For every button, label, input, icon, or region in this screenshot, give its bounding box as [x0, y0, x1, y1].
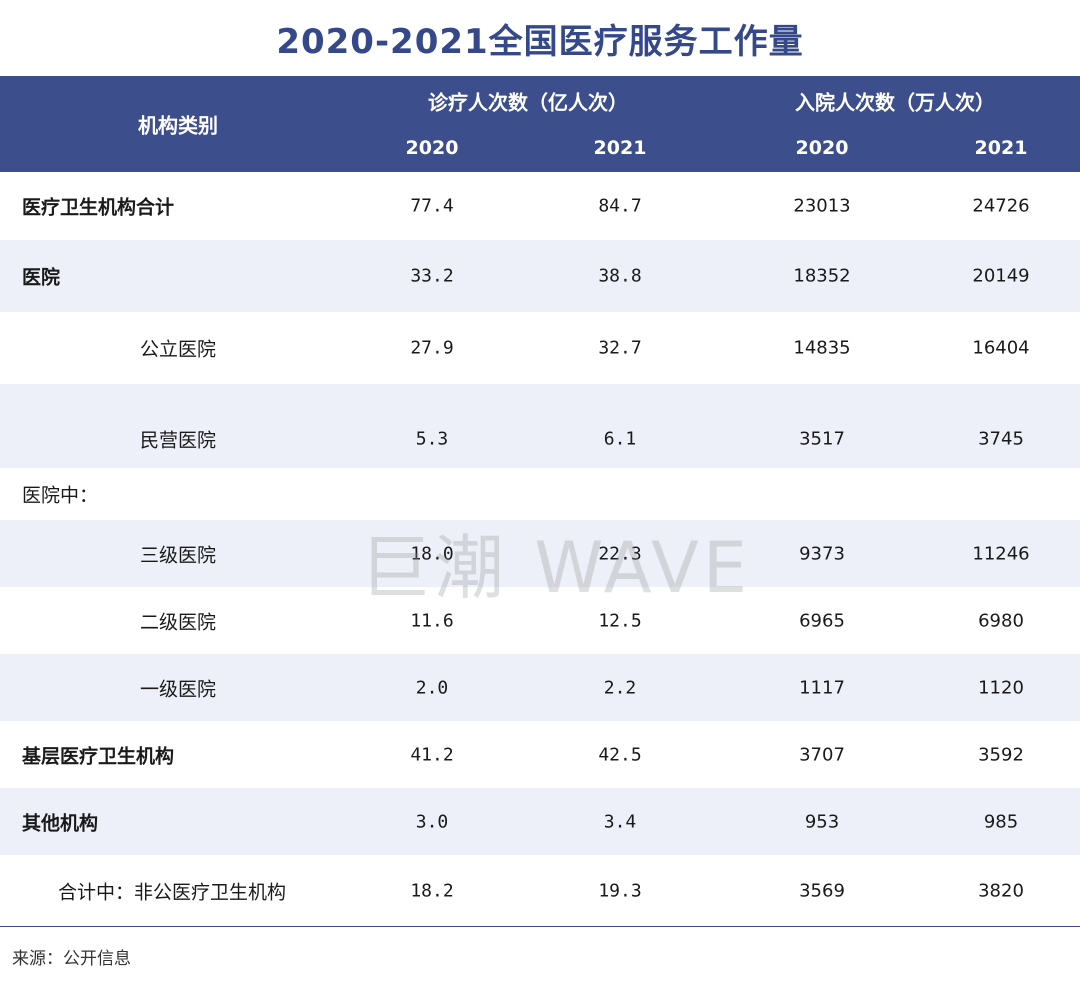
visits-value: 27.9: [410, 337, 454, 359]
visits-value: 32.7: [598, 337, 642, 359]
admissions-value: 3707: [799, 744, 845, 765]
table-row: 合计中：非公医疗卫生机构 18.2 19.3 3569 3820: [0, 855, 1080, 927]
admissions-value: 18352: [793, 265, 851, 287]
table-row: 医院 33.2 38.8 18352 20149: [0, 240, 1080, 312]
admissions-value: 16404: [972, 337, 1030, 359]
visits-value: 22.3: [598, 543, 642, 564]
admissions-value: 24726: [972, 195, 1030, 217]
admissions-value: 3745: [978, 428, 1024, 450]
visits-value: 18.2: [410, 880, 454, 902]
visits-value: 42.5: [598, 744, 642, 765]
admissions-value: 6980: [978, 610, 1024, 631]
visits-value: 6.1: [603, 428, 637, 450]
page-title: 2020-2021全国医疗服务工作量: [276, 22, 804, 62]
category-header: 机构类别: [138, 113, 218, 138]
visits-value: 2.0: [415, 677, 449, 698]
admissions-group-header: 入院人次数（万人次）: [795, 90, 995, 115]
admissions-value: 953: [804, 811, 840, 832]
visits-value: 11.6: [410, 610, 454, 631]
table-row: 三级医院 18.0 22.3 9373 11246: [0, 520, 1080, 587]
visits-value: 3.4: [603, 811, 637, 832]
source-note: 来源：公开信息: [12, 949, 131, 969]
row-label: 三级医院: [140, 544, 217, 566]
divider: [0, 926, 1080, 927]
visits-value: 3.0: [415, 811, 449, 832]
table-row: 二级医院 11.6 12.5 6965 6980: [0, 587, 1080, 654]
visits-value: 18.0: [410, 543, 454, 564]
table-row: 公立医院 27.9 32.7 14835 16404: [0, 312, 1080, 384]
table-row: 民营医院 5.3 6.1 3517 3745: [0, 384, 1080, 468]
table-row: 基层医疗卫生机构 41.2 42.5 3707 3592: [0, 721, 1080, 788]
year-header: 2020: [405, 137, 459, 159]
row-label: 基层医疗卫生机构: [22, 745, 175, 767]
admissions-value: 11246: [972, 543, 1030, 564]
admissions-value: 9373: [799, 543, 845, 564]
table-row: 医疗卫生机构合计 77.4 84.7 23013 24726: [0, 172, 1080, 240]
row-label: 民营医院: [140, 429, 217, 452]
visits-value: 33.2: [410, 265, 454, 287]
admissions-value: 14835: [793, 337, 851, 359]
year-header: 2020: [795, 137, 849, 159]
admissions-value: 6965: [799, 610, 845, 631]
year-header: 2021: [974, 137, 1028, 159]
visits-value: 84.7: [598, 195, 642, 217]
admissions-value: 3569: [799, 880, 845, 902]
row-label: 医疗卫生机构合计: [22, 196, 175, 219]
row-label: 合计中：非公医疗卫生机构: [58, 881, 287, 904]
row-label: 一级医院: [140, 678, 217, 700]
table-header: 机构类别 诊疗人次数（亿人次） 入院人次数（万人次） 2020 2021 202…: [0, 76, 1080, 172]
visits-value: 38.8: [598, 265, 642, 287]
row-label: 二级医院: [140, 611, 217, 633]
admissions-value: 1117: [799, 677, 845, 698]
admissions-value: 1120: [978, 677, 1024, 698]
visits-value: 2.2: [603, 677, 637, 698]
row-label: 其他机构: [22, 812, 99, 834]
table-row: 一级医院 2.0 2.2 1117 1120: [0, 654, 1080, 721]
table-row: 其他机构 3.0 3.4 953 985: [0, 788, 1080, 855]
admissions-value: 3820: [978, 880, 1024, 902]
row-label: 医院: [22, 266, 61, 289]
admissions-value: 20149: [972, 265, 1030, 287]
year-header: 2021: [593, 137, 647, 159]
visits-value: 12.5: [598, 610, 642, 631]
admissions-value: 3517: [799, 428, 845, 450]
visits-value: 19.3: [598, 880, 642, 902]
admissions-value: 3592: [978, 744, 1024, 765]
visits-value: 5.3: [415, 428, 449, 450]
table-row: 医院中：: [0, 468, 1080, 520]
admissions-value: 23013: [793, 195, 851, 217]
row-label: 医院中：: [22, 484, 99, 507]
admissions-value: 985: [983, 811, 1019, 832]
visits-group-header: 诊疗人次数（亿人次）: [428, 90, 628, 115]
visits-value: 41.2: [410, 744, 454, 765]
visits-value: 77.4: [410, 195, 454, 217]
row-label: 公立医院: [140, 338, 217, 361]
